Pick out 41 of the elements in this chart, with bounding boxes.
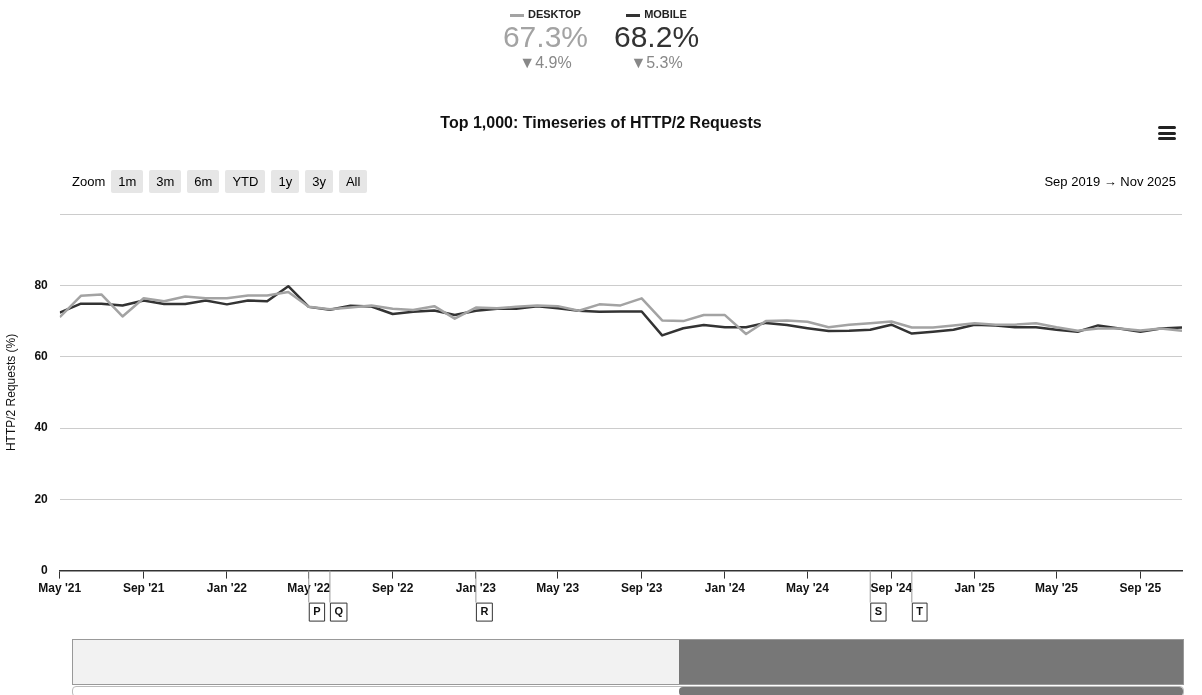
x-tick-label: May '25 xyxy=(1035,581,1079,596)
text: Sep 2019 → Nov 2025 xyxy=(1044,174,1176,189)
chart-title: Top 1,000: Timeseries of HTTP/2 Requests xyxy=(439,114,763,132)
ref-line-label: R xyxy=(480,605,489,618)
x-tick-label: Sep '21 xyxy=(122,581,165,596)
legend-label: MOBILE xyxy=(644,8,687,20)
text: ▼5.3% xyxy=(629,54,684,72)
text: 6m xyxy=(187,170,220,193)
y-tick-label: 40 xyxy=(34,420,49,435)
text: 67.3% xyxy=(502,20,588,54)
x-tick-label: Jan '25 xyxy=(954,581,996,596)
y-tick-label: 60 xyxy=(34,349,49,364)
text: Zoom xyxy=(72,174,106,189)
y-tick-label: 0 xyxy=(41,562,49,577)
text: 1y xyxy=(271,170,300,193)
x-tick-label: Sep '22 xyxy=(371,581,414,596)
text: 3y xyxy=(305,170,333,193)
x-tick-label: Jan '23 xyxy=(455,581,497,596)
x-tick-label: May '24 xyxy=(786,581,830,596)
text: ▼4.9% xyxy=(518,54,573,72)
x-tick-label: Sep '25 xyxy=(1119,581,1162,596)
text: All xyxy=(338,170,368,193)
text: 1m xyxy=(111,170,144,193)
x-tick-label: Sep '24 xyxy=(870,581,913,596)
x-tick-label: May '21 xyxy=(38,581,82,596)
x-tick-label: Sep '23 xyxy=(620,581,663,596)
ref-line-label: S xyxy=(874,605,883,618)
text: 3m xyxy=(149,170,182,193)
x-tick-label: Jan '24 xyxy=(704,581,746,596)
ref-line-label: P xyxy=(313,605,321,618)
y-tick-label: 80 xyxy=(34,277,49,292)
y-axis-title: HTTP/2 Requests (%) xyxy=(3,333,18,452)
x-tick-label: May '23 xyxy=(536,581,580,596)
x-tick-label: May '22 xyxy=(287,581,331,596)
ref-line-label: T xyxy=(916,605,924,618)
ref-line-label: Q xyxy=(334,605,344,618)
text: YTD xyxy=(225,170,266,193)
y-tick-label: 20 xyxy=(34,491,49,506)
text: 68.2% xyxy=(614,20,700,54)
legend-label: DESKTOP xyxy=(527,8,581,20)
x-tick-label: Jan '22 xyxy=(206,581,248,596)
